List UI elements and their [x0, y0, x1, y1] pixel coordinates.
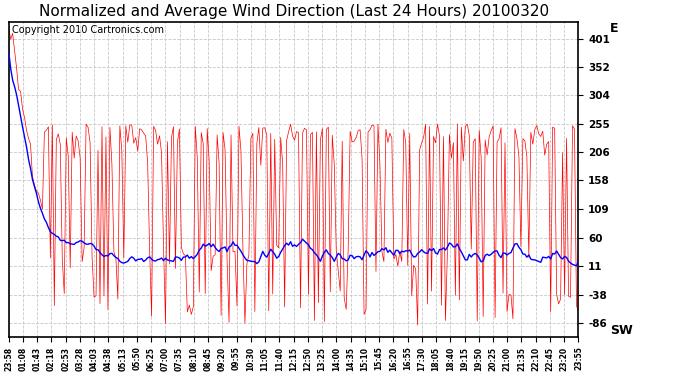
Text: Copyright 2010 Cartronics.com: Copyright 2010 Cartronics.com [12, 25, 164, 35]
Text: E: E [610, 22, 618, 35]
Title: Normalized and Average Wind Direction (Last 24 Hours) 20100320: Normalized and Average Wind Direction (L… [39, 4, 549, 19]
Text: SW: SW [610, 324, 633, 337]
